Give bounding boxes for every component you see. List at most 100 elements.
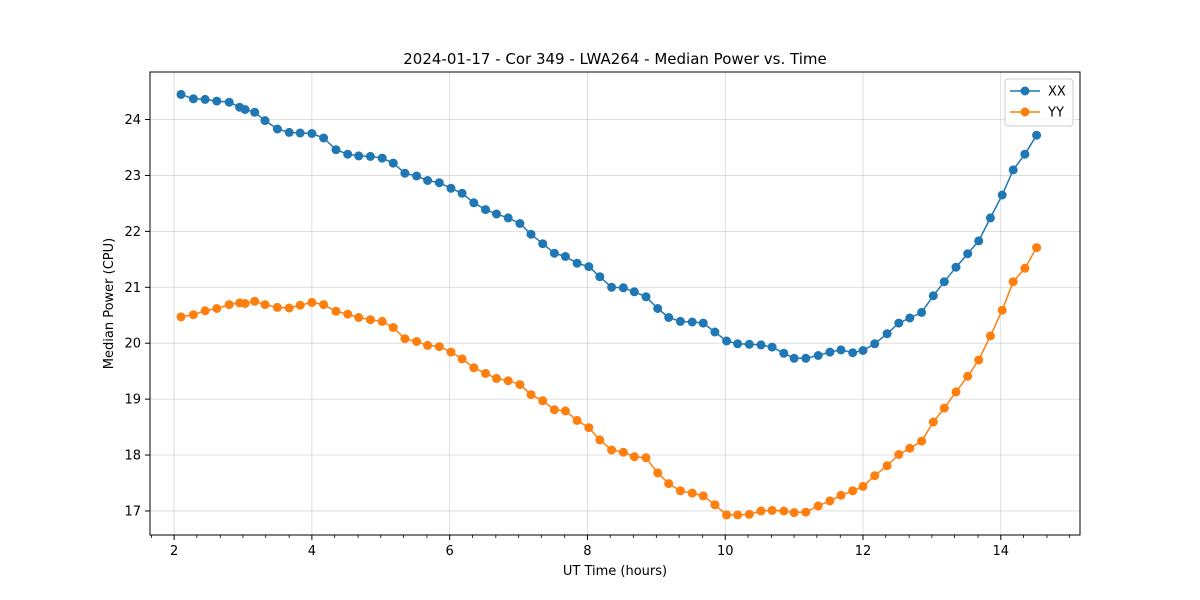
data-point-xx (260, 116, 270, 126)
data-point-xx (939, 277, 949, 287)
data-point-yy (939, 403, 949, 413)
data-point-xx (825, 347, 835, 357)
y-tick-label: 17 (124, 504, 141, 519)
data-point-xx (515, 219, 525, 228)
data-point-xx (848, 348, 858, 358)
x-axis-ticks: 2 4 6 8 10 12 14 (150, 535, 1071, 559)
data-point-yy (779, 506, 789, 516)
data-point-yy (538, 396, 548, 406)
data-point-xx (331, 145, 341, 155)
data-point-xx (446, 183, 456, 193)
grid-lines (150, 72, 1080, 535)
x-tick-label: 6 (446, 544, 454, 559)
data-point-yy (848, 486, 858, 496)
data-point-yy (963, 371, 973, 381)
data-point-yy (1032, 243, 1042, 253)
data-point-yy (801, 507, 811, 517)
data-point-xx (779, 348, 789, 358)
data-point-yy (212, 304, 222, 313)
data-point-yy (423, 340, 433, 350)
data-point-yy (858, 481, 868, 491)
data-point-yy (250, 296, 260, 306)
data-point-yy (572, 415, 582, 425)
data-point-yy (176, 312, 186, 322)
data-point-yy (503, 376, 513, 386)
data-point-xx (549, 248, 559, 258)
data-point-yy (457, 354, 467, 364)
data-point-xx (595, 272, 605, 282)
data-point-yy (894, 450, 904, 459)
data-point-xx (1032, 130, 1042, 140)
data-point-xx (894, 318, 904, 328)
data-point-yy (331, 306, 341, 316)
data-point-yy (629, 452, 639, 462)
data-point-yy (388, 323, 398, 332)
y-axis-label: Median Power (CPU) (102, 238, 117, 369)
data-point-xx (985, 213, 995, 223)
data-point-yy (722, 510, 732, 520)
data-point-yy (928, 417, 938, 427)
data-point-xx (365, 151, 375, 161)
data-point-xx (882, 329, 892, 339)
data-point-yy (584, 423, 594, 433)
data-point-xx (212, 96, 222, 106)
data-point-yy (200, 306, 210, 316)
data-point-xx (997, 190, 1007, 200)
data-point-xx (1008, 165, 1018, 175)
data-point-yy (618, 447, 628, 457)
data-point-xx (905, 313, 915, 323)
data-point-yy (272, 302, 282, 312)
data-point-xx (354, 151, 364, 161)
data-point-xx (284, 127, 294, 137)
data-point-xx (767, 342, 777, 352)
y-tick-label: 23 (124, 169, 141, 184)
data-point-yy (767, 505, 777, 515)
x-axis-label: UT Time (hours) (563, 564, 667, 579)
legend-marker-xx (1020, 86, 1030, 96)
data-point-xx (629, 287, 639, 297)
data-point-yy (756, 506, 766, 516)
data-point-xx (756, 340, 766, 350)
data-point-yy (595, 435, 605, 445)
y-tick-label: 24 (124, 113, 141, 128)
legend-label-yy: YY (1047, 106, 1064, 121)
data-point-yy (813, 501, 823, 511)
data-point-yy (687, 488, 697, 498)
y-tick-label: 19 (124, 393, 141, 408)
series-line-yy (180, 247, 1038, 516)
data-point-yy (469, 363, 479, 373)
data-point-yy (744, 509, 754, 519)
data-point-xx (343, 149, 353, 159)
data-point-yy (446, 347, 456, 357)
data-point-xx (928, 291, 938, 301)
data-point-xx (618, 283, 628, 293)
data-point-yy (641, 453, 651, 463)
data-point-yy (905, 443, 915, 453)
data-point-yy (400, 334, 410, 344)
data-point-xx (801, 353, 811, 363)
data-point-yy (789, 508, 799, 518)
data-point-xx (295, 128, 305, 138)
x-tick-label: 2 (170, 544, 178, 559)
data-point-xx (272, 124, 282, 134)
data-point-xx (176, 89, 186, 99)
legend-marker-yy (1020, 107, 1030, 117)
data-point-yy (343, 309, 353, 319)
data-point-yy (240, 299, 250, 308)
data-point-yy (188, 310, 198, 320)
data-point-xx (538, 239, 548, 249)
data-point-xx (836, 345, 846, 355)
data-point-yy (560, 406, 570, 416)
data-point-yy (1020, 263, 1030, 273)
chart-title: 2024-01-17 - Cor 349 - LWA264 - Median P… (403, 50, 827, 68)
x-tick-label: 14 (993, 544, 1010, 559)
data-point-xx (607, 282, 617, 292)
data-point-yy (710, 500, 720, 510)
data-point-xx (870, 339, 880, 349)
data-point-xx (641, 292, 651, 302)
data-point-yy (1008, 277, 1018, 287)
data-point-xx (400, 168, 410, 178)
series-xx (176, 89, 1042, 363)
data-point-yy (675, 486, 685, 496)
data-point-yy (377, 316, 387, 326)
